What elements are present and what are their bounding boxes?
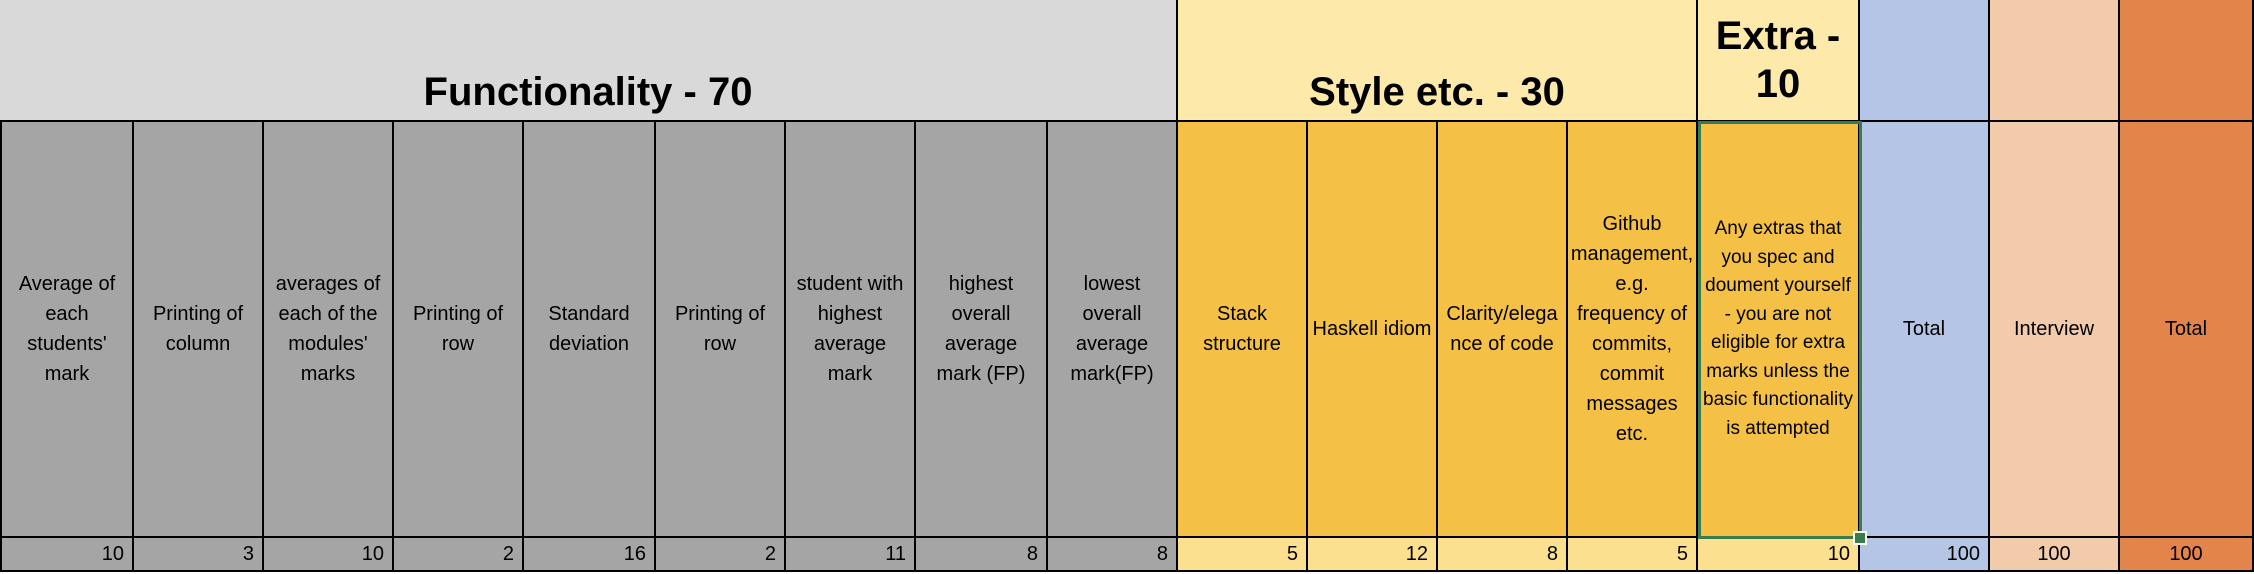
marks-printing-column[interactable]: 3: [134, 538, 264, 572]
marks-module-averages[interactable]: 10: [264, 538, 394, 572]
marks-average-student-mark[interactable]: 10: [0, 538, 134, 572]
marks-stack-structure[interactable]: 5: [1178, 538, 1308, 572]
criterion-average-student-mark[interactable]: Average of each students' mark: [0, 122, 134, 538]
extra-header[interactable]: Extra - 10: [1698, 0, 1860, 122]
marks-highest-average-student[interactable]: 11: [786, 538, 916, 572]
marks-extras[interactable]: 10: [1698, 538, 1860, 572]
functionality-header[interactable]: Functionality - 70: [0, 0, 1178, 122]
marks-standard-deviation[interactable]: 16: [524, 538, 656, 572]
total-header-blank[interactable]: [1860, 0, 1990, 122]
marks-lowest-overall-average[interactable]: 8: [1048, 538, 1178, 572]
marks-clarity-elegance[interactable]: 8: [1438, 538, 1568, 572]
marks-final-total[interactable]: 100: [2120, 538, 2254, 572]
column-interview[interactable]: Interview: [1990, 122, 2120, 538]
style-header[interactable]: Style etc. - 30: [1178, 0, 1698, 122]
criterion-highest-average-student[interactable]: student with highest average mark: [786, 122, 916, 538]
marks-total[interactable]: 100: [1860, 538, 1990, 572]
criterion-extras[interactable]: Any extras that you spec and doument you…: [1698, 122, 1860, 538]
criterion-haskell-idiom[interactable]: Haskell idiom: [1308, 122, 1438, 538]
marks-github-management[interactable]: 5: [1568, 538, 1698, 572]
fill-handle[interactable]: [1853, 531, 1867, 545]
column-total[interactable]: Total: [1860, 122, 1990, 538]
criterion-highest-overall-average[interactable]: highest overall average mark (FP): [916, 122, 1048, 538]
criterion-github-management[interactable]: Github management, e.g. frequency of com…: [1568, 122, 1698, 538]
marks-haskell-idiom[interactable]: 12: [1308, 538, 1438, 572]
criterion-lowest-overall-average[interactable]: lowest overall average mark(FP): [1048, 122, 1178, 538]
criterion-printing-row-2[interactable]: Printing of row: [656, 122, 786, 538]
marks-printing-row-2[interactable]: 2: [656, 538, 786, 572]
criterion-standard-deviation[interactable]: Standard deviation: [524, 122, 656, 538]
criterion-printing-row[interactable]: Printing of row: [394, 122, 524, 538]
criterion-stack-structure[interactable]: Stack structure: [1178, 122, 1308, 538]
final-total-header-blank[interactable]: [2120, 0, 2254, 122]
criterion-clarity-elegance[interactable]: Clarity/elegance of code: [1438, 122, 1568, 538]
marks-printing-row[interactable]: 2: [394, 538, 524, 572]
marks-interview[interactable]: 100: [1990, 538, 2120, 572]
marks-highest-overall-average[interactable]: 8: [916, 538, 1048, 572]
criterion-module-averages[interactable]: averages of each of the modules' marks: [264, 122, 394, 538]
criterion-printing-column[interactable]: Printing of column: [134, 122, 264, 538]
column-final-total[interactable]: Total: [2120, 122, 2254, 538]
interview-header-blank[interactable]: [1990, 0, 2120, 122]
